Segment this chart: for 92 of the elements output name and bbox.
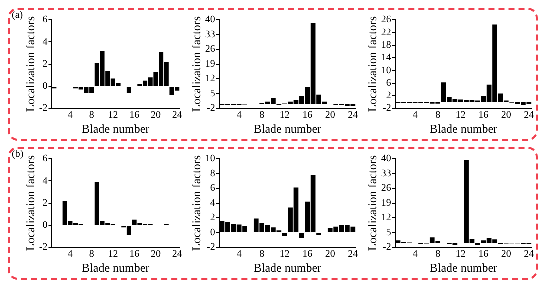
x-tick-label: 12 bbox=[108, 110, 118, 122]
y-tick-label: 33 bbox=[381, 168, 392, 180]
x-tick-label: 16 bbox=[302, 249, 313, 260]
y-tick-label: 19 bbox=[381, 198, 392, 209]
x-tick-label: 24 bbox=[348, 110, 358, 122]
x-tick-label: 20 bbox=[325, 249, 336, 260]
x-tick-label: 4 bbox=[412, 110, 418, 122]
y-axis-title: Localization factors bbox=[365, 16, 380, 112]
y-tick-label: 12 bbox=[381, 212, 392, 224]
y-tick-label: -2 bbox=[207, 103, 216, 114]
y-tick-label: -2 bbox=[383, 103, 392, 114]
y-tick-label: -2 bbox=[39, 103, 48, 114]
y-tick-label: 0 bbox=[42, 81, 48, 92]
x-tick-label: 4 bbox=[236, 249, 242, 260]
y-tick-label: 4 bbox=[210, 198, 216, 209]
y-tick-label: 2 bbox=[210, 212, 216, 224]
x-tick-label: 8 bbox=[260, 249, 265, 260]
x-axis-title: Blade number bbox=[82, 122, 150, 136]
y-tick-label: 2 bbox=[42, 198, 48, 209]
y-axis-title: Localization factors bbox=[23, 155, 38, 252]
y-axis-title: Localization factors bbox=[189, 155, 204, 252]
y-tick-label: 0 bbox=[210, 227, 216, 238]
x-tick-label: 24 bbox=[524, 249, 534, 260]
x-tick-label: 8 bbox=[260, 110, 265, 122]
x-tick-label: 8 bbox=[89, 249, 94, 260]
y-tick-label: 6 bbox=[42, 154, 48, 165]
x-tick-label: 12 bbox=[280, 110, 290, 122]
x-tick-label: 16 bbox=[130, 249, 140, 260]
y-tick-label: 6 bbox=[210, 183, 216, 194]
y-axis-title: Localization factors bbox=[23, 16, 38, 112]
y-tick-label: 4 bbox=[42, 176, 48, 187]
x-tick-label: 20 bbox=[501, 110, 512, 122]
y-tick-label: 40 bbox=[205, 14, 216, 26]
x-tick-label: 24 bbox=[524, 110, 534, 122]
x-tick-label: 20 bbox=[150, 249, 161, 260]
x-axis-title: Blade number bbox=[82, 260, 150, 275]
x-tick-label: 4 bbox=[236, 110, 242, 122]
x-axis-title: Blade number bbox=[430, 260, 498, 275]
x-tick-label: 4 bbox=[412, 249, 418, 260]
y-tick-label: 26 bbox=[381, 183, 392, 194]
x-tick-label: 24 bbox=[172, 110, 182, 122]
bar bbox=[300, 233, 304, 238]
y-tick-label: 4 bbox=[42, 36, 48, 48]
y-tick-label: 6 bbox=[386, 78, 392, 89]
x-tick-label: 12 bbox=[280, 249, 290, 260]
y-tick-label: -2 bbox=[207, 242, 216, 254]
x-axis-title: Blade number bbox=[254, 260, 322, 275]
x-tick-label: 12 bbox=[456, 110, 466, 122]
y-tick-label: 2 bbox=[42, 58, 48, 70]
x-tick-label: 24 bbox=[348, 249, 358, 260]
bar bbox=[282, 233, 288, 237]
x-tick-label: 20 bbox=[325, 110, 336, 122]
x-tick-label: 12 bbox=[108, 249, 118, 260]
text: (b) bbox=[12, 149, 24, 160]
x-tick-label: 16 bbox=[478, 249, 489, 260]
x-axis-title: Blade number bbox=[430, 122, 498, 136]
x-tick-label: 4 bbox=[68, 110, 73, 122]
text: (a) bbox=[12, 10, 24, 21]
y-tick-label: -2 bbox=[39, 242, 48, 254]
y-tick-label: 0 bbox=[42, 220, 48, 232]
x-tick-label: 16 bbox=[302, 110, 313, 122]
x-tick-label: 24 bbox=[172, 249, 182, 260]
y-tick-label: 10 bbox=[205, 154, 216, 165]
x-tick-label: 8 bbox=[89, 110, 94, 122]
x-tick-label: 8 bbox=[436, 110, 441, 122]
y-tick-label: -2 bbox=[383, 242, 392, 254]
y-tick-label: 5 bbox=[386, 227, 392, 238]
y-tick-label: 19 bbox=[205, 58, 216, 70]
y-tick-label: 8 bbox=[210, 168, 216, 180]
y-tick-label: 26 bbox=[205, 44, 216, 56]
y-tick-label: 22 bbox=[381, 27, 392, 38]
y-tick-label: 10 bbox=[381, 65, 392, 76]
x-tick-label: 16 bbox=[478, 110, 489, 122]
x-tick-label: 12 bbox=[456, 249, 466, 260]
y-tick-label: 26 bbox=[381, 14, 392, 26]
x-tick-label: 4 bbox=[68, 249, 73, 260]
y-tick-label: 18 bbox=[381, 40, 392, 51]
x-tick-label: 8 bbox=[436, 249, 441, 260]
x-tick-label: 20 bbox=[150, 110, 161, 122]
x-tick-label: 20 bbox=[501, 249, 512, 260]
y-tick-label: 12 bbox=[205, 74, 216, 85]
y-tick-label: 5 bbox=[210, 88, 216, 100]
y-tick-label: 40 bbox=[381, 154, 392, 165]
y-tick-label: 6 bbox=[42, 14, 48, 26]
y-axis-title: Localization factors bbox=[189, 16, 204, 112]
y-tick-label: 2 bbox=[386, 90, 392, 102]
x-tick-label: 16 bbox=[130, 110, 140, 122]
x-axis-title: Blade number bbox=[254, 122, 322, 136]
y-axis-title: Localization factors bbox=[365, 155, 380, 252]
y-tick-label: 14 bbox=[381, 52, 392, 64]
bar bbox=[126, 86, 132, 94]
y-tick-label: 33 bbox=[205, 29, 216, 40]
